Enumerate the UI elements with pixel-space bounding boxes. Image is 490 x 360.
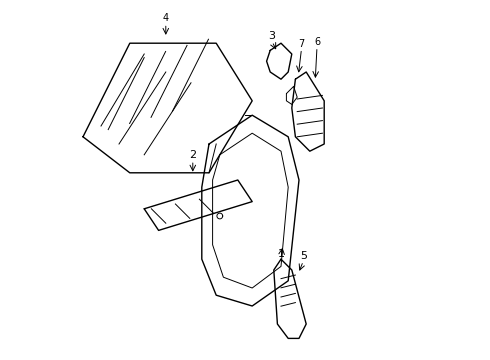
Text: 5: 5 — [300, 251, 307, 261]
Text: 3: 3 — [269, 31, 275, 41]
Text: 2: 2 — [189, 150, 196, 160]
Text: 6: 6 — [314, 37, 320, 47]
Text: 7: 7 — [298, 39, 305, 49]
Text: 1: 1 — [277, 249, 285, 259]
Text: 4: 4 — [163, 13, 169, 23]
